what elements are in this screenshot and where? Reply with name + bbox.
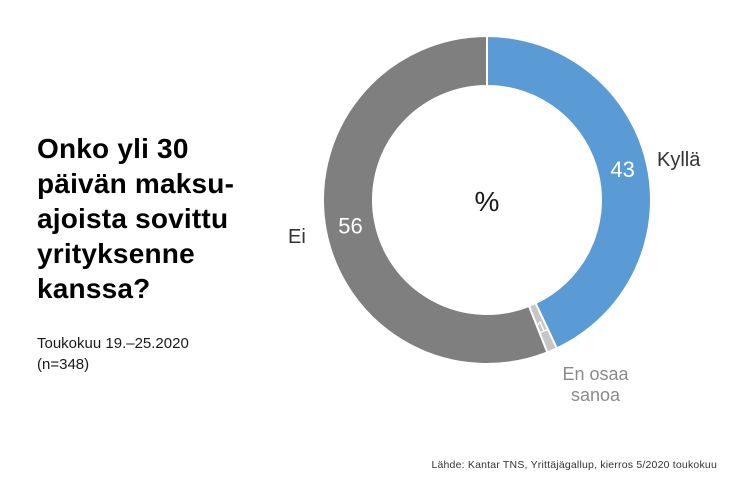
donut-slice-ei xyxy=(322,35,549,365)
survey-period-label: Toukokuu 19.–25.2020 xyxy=(37,335,189,352)
slice-label-ei: Ei xyxy=(288,226,306,248)
slice-label-en-osaa-sanoa: En osaa sanoa xyxy=(562,364,629,405)
sample-size-label: (n=348) xyxy=(37,356,90,373)
subtitle: Toukokuu 19.–25.2020 (n=348) xyxy=(37,333,189,375)
center-percent-label: % xyxy=(474,186,500,217)
slice-value-label-kylla: 43 xyxy=(610,157,634,182)
slice-value-label-ei: 56 xyxy=(338,214,362,239)
source-note: Lähde: Kantar TNS, Yrittäjägallup, kierr… xyxy=(431,459,717,471)
slice-label-kylla: Kyllä xyxy=(657,149,701,171)
donut-slice-kylla xyxy=(486,35,652,350)
page-title: Onko yli 30 päivän maksu- ajoista sovitt… xyxy=(37,132,235,304)
